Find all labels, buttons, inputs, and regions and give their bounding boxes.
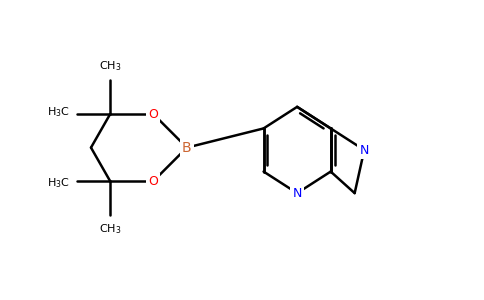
Text: H$_3$C: H$_3$C (46, 105, 69, 118)
Text: H$_3$C: H$_3$C (46, 177, 69, 190)
Text: O: O (149, 107, 158, 121)
Text: CH$_3$: CH$_3$ (99, 59, 121, 73)
Text: B: B (182, 141, 192, 154)
Text: N: N (360, 143, 369, 157)
Text: CH$_3$: CH$_3$ (99, 222, 121, 236)
Text: O: O (149, 175, 158, 188)
Text: N: N (292, 187, 302, 200)
